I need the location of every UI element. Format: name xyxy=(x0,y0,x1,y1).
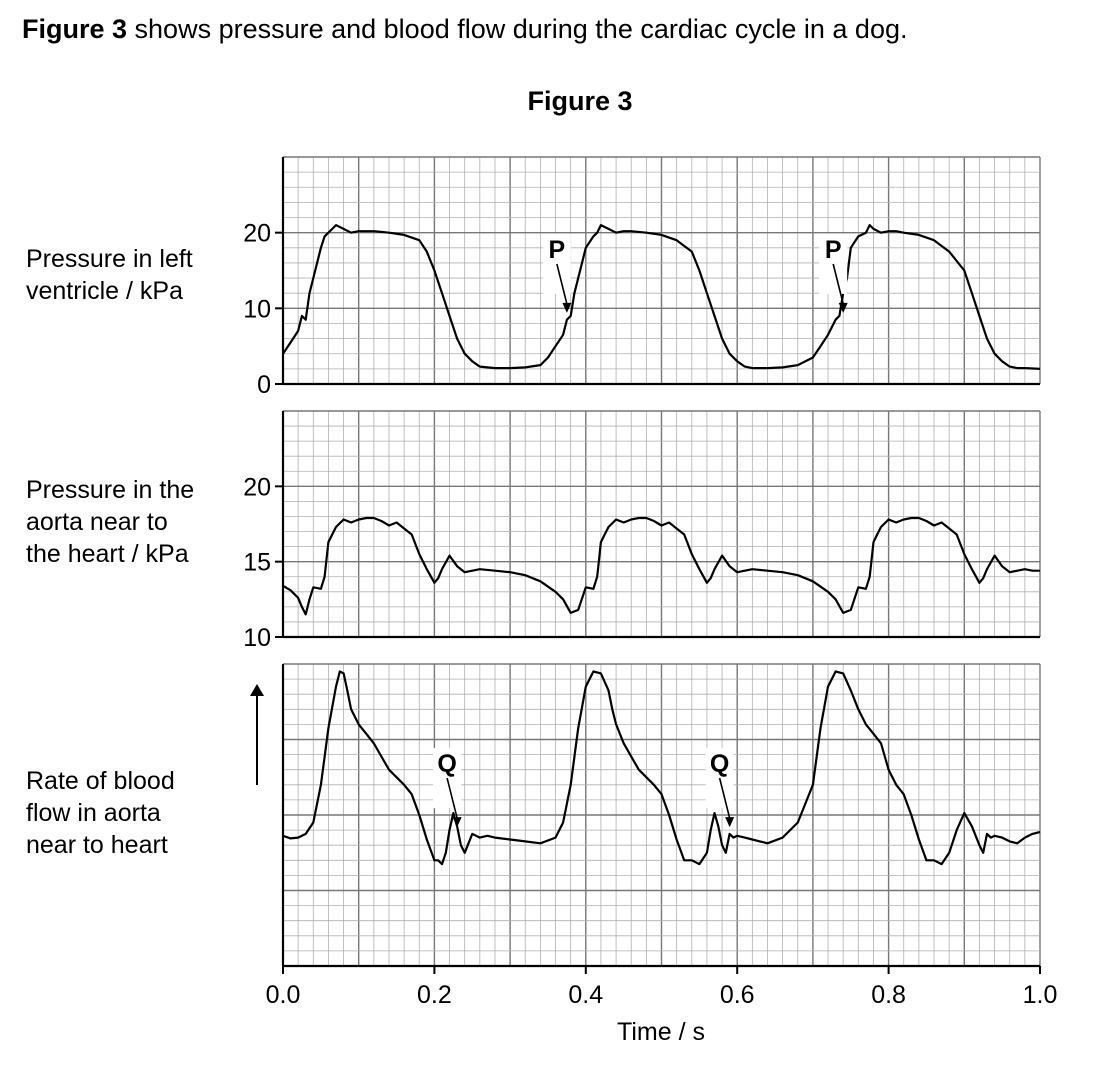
x-tick-label: 0.6 xyxy=(720,981,755,1009)
lv-pressure-label: Pressure in left ventricle / kPa xyxy=(26,243,193,307)
annotation-label: Q xyxy=(710,750,729,778)
annotation-arrow-line xyxy=(446,777,458,819)
annotation-arrow-line xyxy=(556,263,568,305)
lv-label-line: ventricle / kPa xyxy=(26,277,184,305)
flow-rate-label: Rate of blood flow in aorta near to hear… xyxy=(26,765,175,861)
annotation-arrowhead xyxy=(562,302,572,313)
annotation-arrowhead xyxy=(725,817,735,828)
annotation-arrow-line xyxy=(718,777,731,819)
lv-series-line xyxy=(282,224,1041,370)
aorta-pressure-label: Pressure in the aorta near to the heart … xyxy=(26,474,194,570)
increase-arrowhead xyxy=(250,684,264,696)
y-tick-label: 15 xyxy=(243,549,271,577)
y-tick-label: 10 xyxy=(243,624,271,652)
aorta-label-line: the heart / kPa xyxy=(26,540,189,568)
flow-label-line: near to heart xyxy=(26,831,168,859)
annotation-arrowhead xyxy=(452,817,462,828)
y-tick-label: 10 xyxy=(243,295,271,323)
aorta-series-line xyxy=(282,516,1040,616)
figure-title: Figure 3 xyxy=(527,86,633,116)
x-tick-label: 0.8 xyxy=(871,981,906,1009)
aorta-label-line: aorta near to xyxy=(26,508,168,536)
lv-label-line: Pressure in left xyxy=(26,245,193,273)
x-tick-label: 0.2 xyxy=(417,981,452,1009)
x-tick-label: 0.4 xyxy=(568,981,603,1009)
annotation-arrowhead xyxy=(838,302,848,313)
x-tick-label: 0.0 xyxy=(266,981,301,1009)
annotation-label: P xyxy=(549,236,566,264)
lv-panel: 0 10 20 P P xyxy=(243,156,1041,399)
flow-label-line: flow in aorta xyxy=(26,799,161,827)
aorta-panel: 10 15 20 xyxy=(243,410,1041,652)
flow-series-line xyxy=(282,670,1041,866)
intro-text: Figure 3 shows pressure and blood flow d… xyxy=(22,14,907,45)
annotation-label: P xyxy=(825,236,842,264)
x-axis-title: Time / s xyxy=(617,1018,705,1046)
aorta-label-line: Pressure in the xyxy=(26,476,195,504)
y-tick-label: 0 xyxy=(257,371,271,399)
annotation-label: Q xyxy=(437,750,456,778)
y-tick-label: 20 xyxy=(243,473,271,501)
intro-figure-ref: Figure 3 xyxy=(22,14,128,44)
annotation-arrow-line xyxy=(832,263,844,305)
flow-label-line: Rate of blood xyxy=(26,767,175,795)
intro-sentence: shows pressure and blood flow during the… xyxy=(127,14,908,44)
y-tick-label: 20 xyxy=(243,220,271,248)
x-tick-label: 1.0 xyxy=(1023,981,1058,1009)
